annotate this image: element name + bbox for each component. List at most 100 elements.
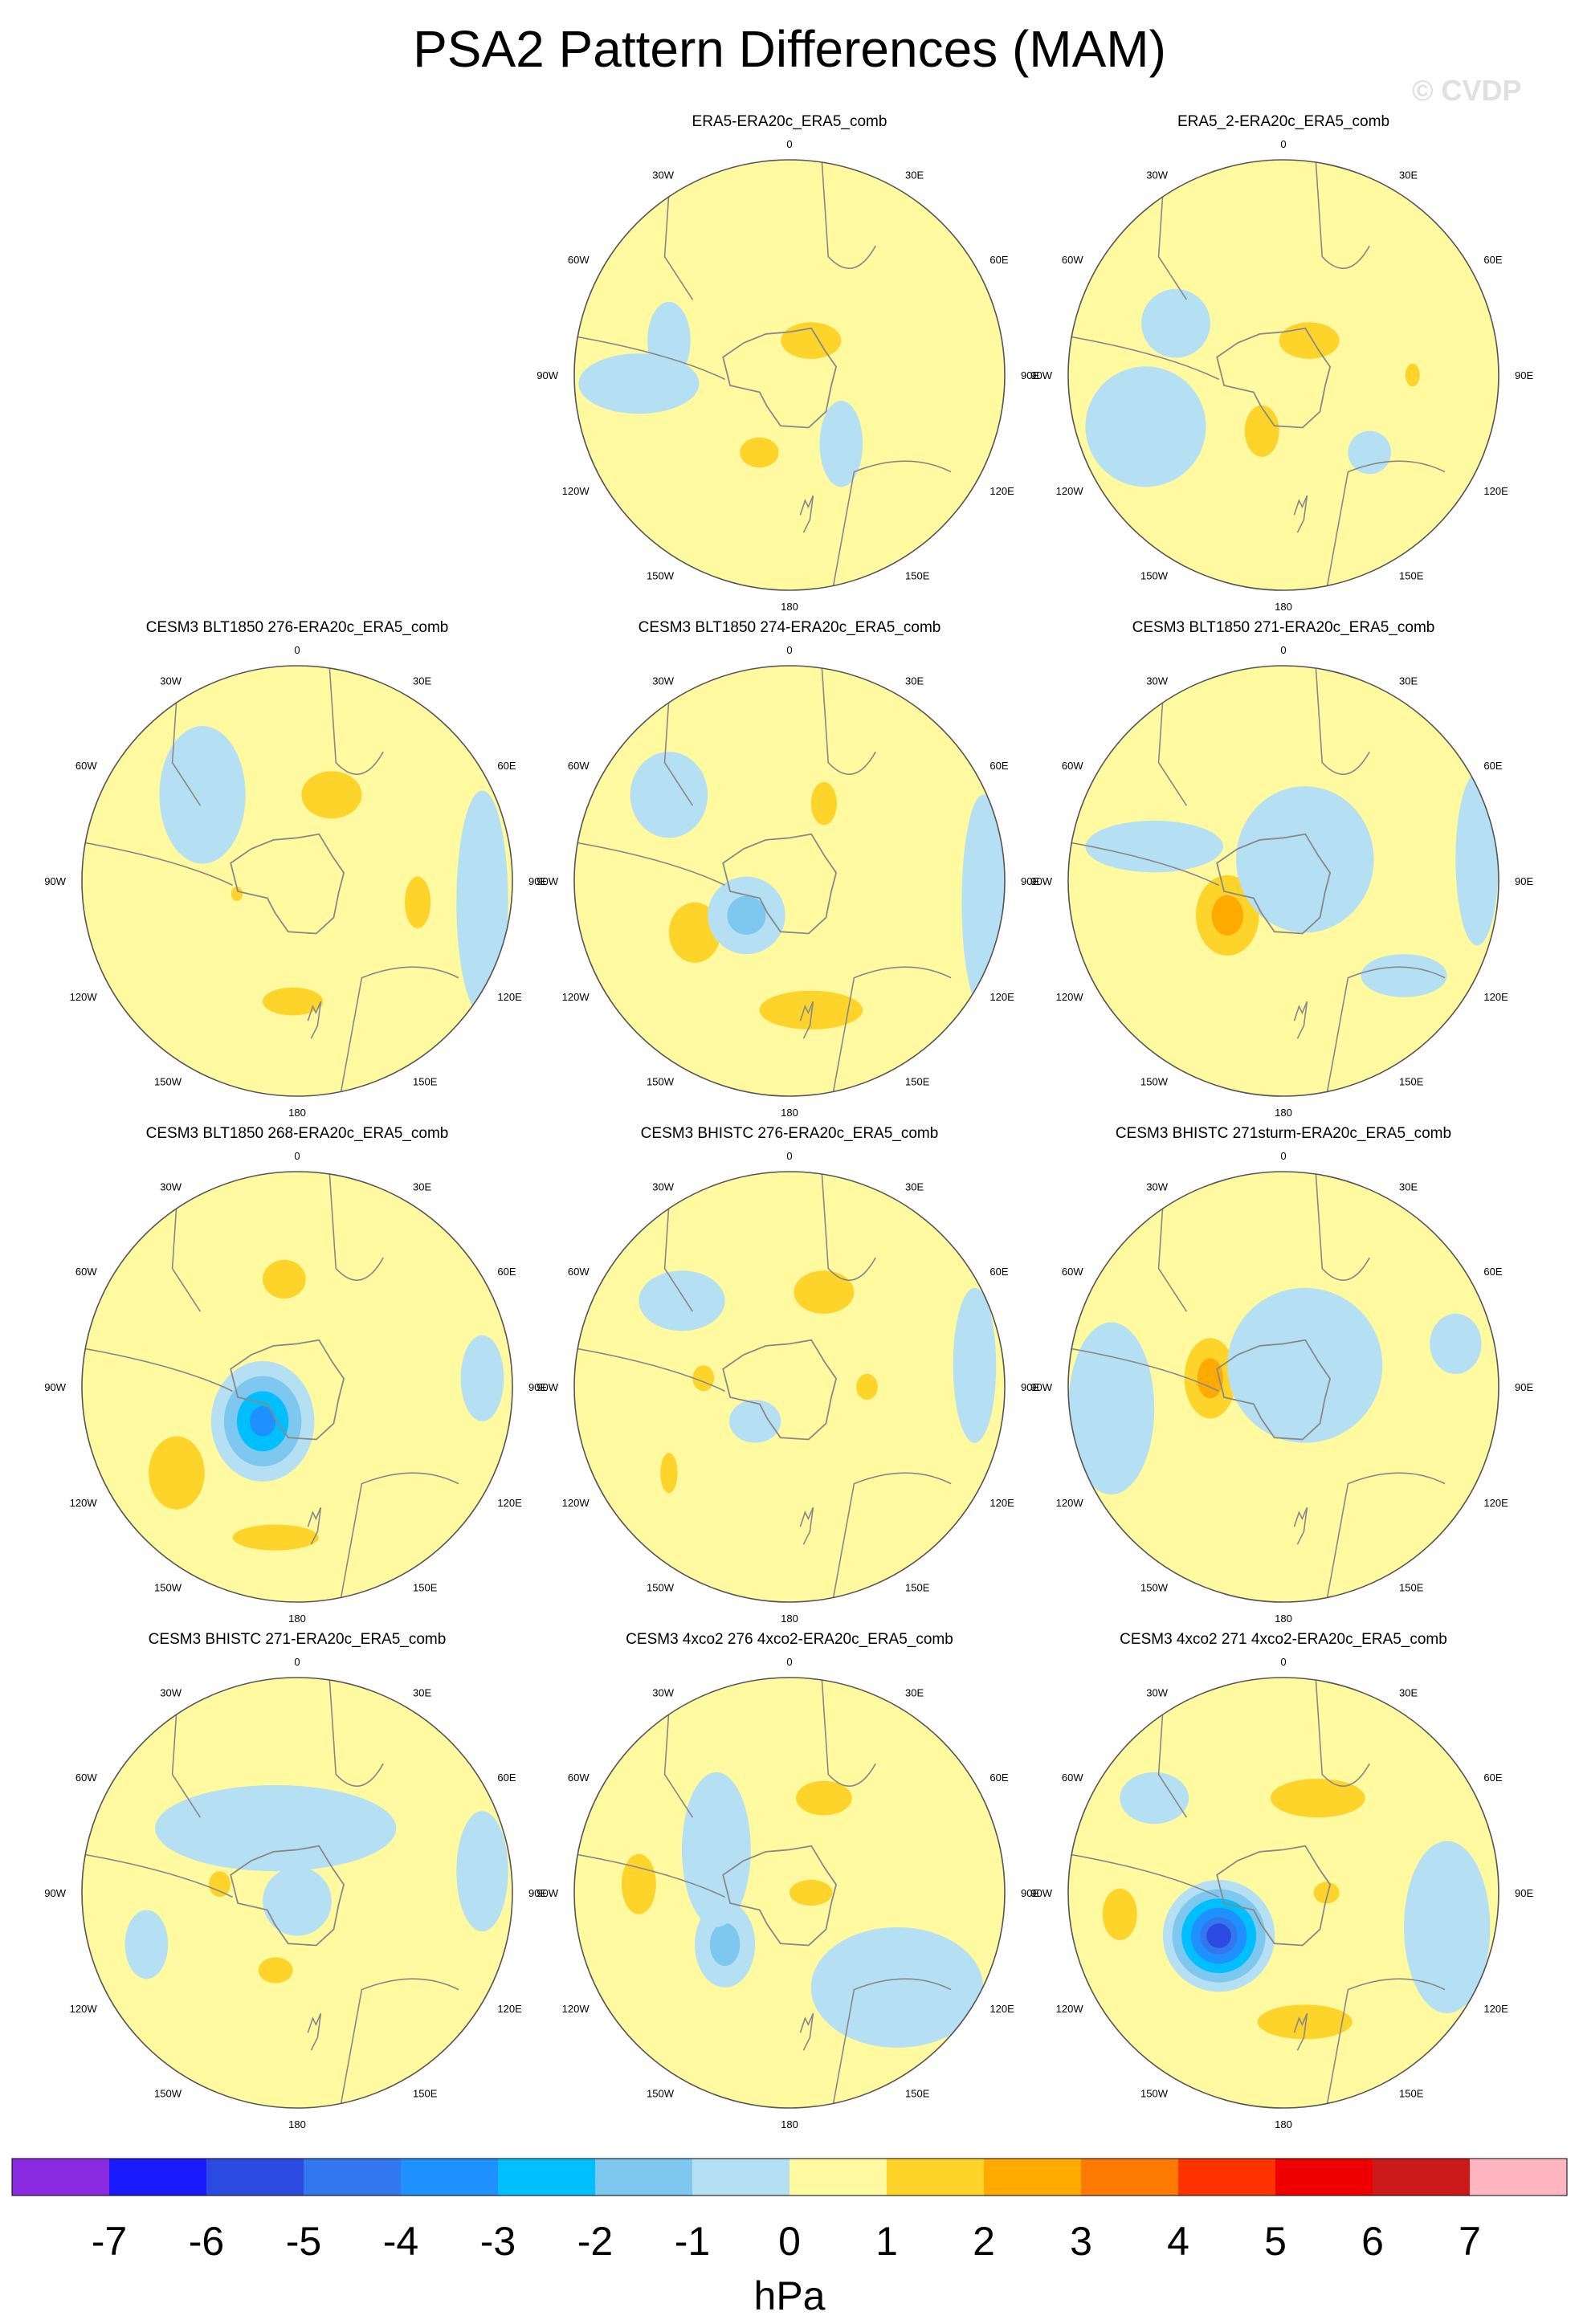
longitude-label: 120E — [1483, 1497, 1508, 1509]
colorbar-swatch — [1470, 2159, 1568, 2196]
map-border — [81, 665, 513, 1097]
longitude-label: 150W — [647, 569, 675, 581]
map-border — [573, 1677, 1006, 2109]
longitude-label: 30W — [1146, 675, 1168, 687]
longitude-label: 60W — [1062, 1772, 1083, 1784]
coastline — [831, 460, 952, 590]
longitude-label: 90E — [528, 875, 547, 887]
colorbar-tick-label: 0 — [778, 2219, 801, 2264]
longitude-label: 120E — [1483, 2003, 1508, 2015]
colorbar-swatch — [595, 2159, 693, 2196]
anomaly-contour — [709, 1922, 741, 1967]
longitude-label: 30W — [1146, 1181, 1168, 1193]
longitude-label: 120W — [562, 485, 590, 497]
longitude-label: 120E — [989, 2003, 1014, 2015]
anomaly-contour — [149, 1436, 205, 1510]
longitude-label: 60E — [497, 1266, 516, 1278]
longitude-label: 150W — [154, 1581, 182, 1593]
longitude-label: 180 — [1275, 601, 1292, 613]
colorbar-swatch — [12, 2159, 110, 2196]
longitude-label: 0 — [1280, 644, 1286, 656]
anomaly-contour — [727, 895, 766, 935]
anomaly-contour — [263, 1866, 332, 1936]
map-background — [574, 1172, 1005, 1602]
anomaly-contour — [668, 902, 721, 963]
colorbar-swatch — [790, 2159, 887, 2196]
longitude-label: 150W — [154, 2087, 182, 2099]
map-border — [573, 1171, 1006, 1603]
longitude-label: 120W — [1056, 991, 1084, 1003]
longitude-label: 150E — [1399, 2087, 1424, 2099]
coastline — [1325, 966, 1446, 1096]
longitude-label: 60W — [568, 254, 590, 266]
longitude-label: 60E — [989, 1266, 1008, 1278]
longitude-label: 120W — [1056, 485, 1084, 497]
longitude-label: 30E — [905, 675, 924, 687]
anomaly-contour — [953, 1287, 997, 1443]
colorbar-tick-label: -7 — [92, 2219, 127, 2264]
coastline — [799, 2012, 814, 2051]
colorbar-swatch — [1178, 2159, 1276, 2196]
coastline — [328, 1172, 384, 1281]
cvdp-watermark: © CVDP — [1412, 74, 1522, 107]
anomaly-contour — [740, 437, 779, 468]
longitude-label: 150E — [413, 1581, 438, 1593]
longitude-label: 0 — [294, 1656, 300, 1668]
longitude-label: 150W — [647, 2087, 675, 2099]
anomaly-contour — [1257, 2004, 1353, 2040]
coastline — [1068, 841, 1219, 887]
longitude-label: 150E — [905, 1581, 930, 1593]
colorbar-unit-label: hPa — [754, 2273, 826, 2318]
longitude-label: 90W — [537, 875, 558, 887]
longitude-label: 150W — [1140, 1581, 1169, 1593]
longitude-label: 90W — [1030, 875, 1052, 887]
panel-title: CESM3 4xco2 271 4xco2-ERA20c_ERA5_comb — [1120, 1631, 1447, 1648]
map-border — [1067, 159, 1499, 591]
longitude-label: 60W — [1062, 254, 1083, 266]
map-background — [1068, 160, 1499, 590]
longitude-label: 150W — [1140, 569, 1169, 581]
panel-title: CESM3 BLT1850 268-ERA20c_ERA5_comb — [146, 1125, 449, 1142]
coastline — [1315, 1172, 1370, 1281]
colorbar-tick-label: -3 — [480, 2219, 516, 2264]
map-background — [574, 160, 1005, 590]
longitude-label: 30E — [1399, 169, 1418, 181]
longitude-label: 0 — [786, 1150, 792, 1162]
anomaly-contour — [1244, 405, 1279, 457]
antarctica-coastline — [1216, 327, 1332, 429]
longitude-label: 30E — [905, 1687, 924, 1699]
coastline — [821, 1172, 876, 1281]
anomaly-contour — [1348, 430, 1391, 475]
longitude-label: 180 — [781, 1613, 798, 1625]
anomaly-contour — [1430, 1313, 1482, 1374]
colorbar-swatch — [1373, 2159, 1471, 2196]
longitude-label: 120E — [989, 1497, 1014, 1509]
longitude-label: 30W — [1146, 1687, 1168, 1699]
coastline — [799, 1001, 814, 1039]
anomaly-contour — [728, 1400, 781, 1443]
antarctica-coastline — [1216, 1339, 1332, 1441]
longitude-label: 150E — [1399, 569, 1424, 581]
coastline — [1293, 1507, 1308, 1545]
longitude-label: 120E — [497, 1497, 522, 1509]
longitude-label: 60E — [1483, 254, 1502, 266]
longitude-label: 180 — [781, 1107, 798, 1119]
coastline — [574, 1853, 725, 1898]
colorbar-swatch — [692, 2159, 790, 2196]
longitude-label: 150W — [1140, 2087, 1169, 2099]
coastline — [831, 966, 952, 1096]
longitude-label: 60E — [989, 760, 1008, 772]
longitude-label: 90W — [537, 1887, 558, 1899]
anomaly-contour — [1236, 786, 1374, 933]
longitude-label: 60E — [1483, 1772, 1502, 1784]
coastline — [574, 1347, 725, 1392]
longitude-label: 120E — [989, 991, 1014, 1003]
longitude-label: 120W — [70, 991, 98, 1003]
longitude-label: 150E — [905, 2087, 930, 2099]
colorbar-swatch — [498, 2159, 596, 2196]
longitude-label: 0 — [786, 138, 792, 150]
longitude-label: 60E — [497, 1772, 516, 1784]
map-panels: ERA5-ERA20c_ERA5_comb 0 30E 60E 90E 120E 150E 1… — [44, 113, 1533, 2128]
longitude-label: 30W — [652, 1181, 674, 1193]
longitude-label: 60W — [75, 1266, 97, 1278]
